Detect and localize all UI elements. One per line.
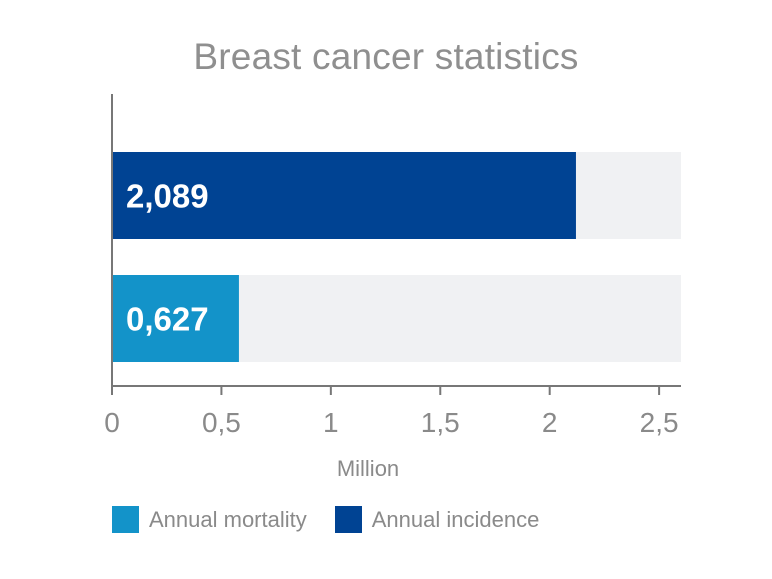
bar-annual-mortality: [112, 275, 239, 362]
x-tick-label: 0: [104, 407, 120, 438]
x-axis-label: Million: [337, 456, 399, 481]
bar-value-label-annual-incidence: 2,089: [126, 178, 209, 215]
x-tick-label: 1,5: [421, 407, 460, 438]
legend-swatch-mortality: [112, 506, 139, 533]
x-tick-label: 0,5: [202, 407, 241, 438]
legend-label-incidence: Annual incidence: [371, 506, 540, 532]
x-tick-label: 2: [542, 407, 558, 438]
legend-swatch-incidence: [334, 506, 362, 533]
bar-annual-incidence: [112, 152, 576, 239]
bar-value-label-annual-mortality: 0,627: [126, 301, 209, 338]
legend-item-mortality: Annual mortality: [112, 506, 307, 533]
x-tick-label: 1: [323, 407, 339, 438]
legend-item-incidence: Annual incidence: [334, 506, 540, 533]
chart-title: Breast cancer statistics: [193, 36, 579, 77]
legend: Annual mortality Annual incidence: [112, 506, 567, 533]
legend-label-mortality: Annual mortality: [149, 506, 307, 532]
x-tick-label: 2,5: [640, 407, 679, 438]
